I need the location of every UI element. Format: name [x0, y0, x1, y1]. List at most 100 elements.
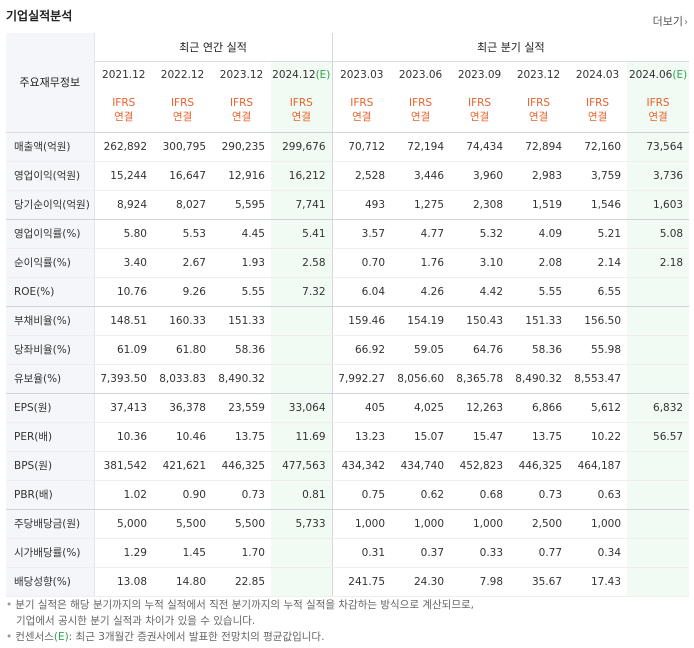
table-row: EPS(원) 37,413 36,378 23,559 33,064 405 4,025 12… [6, 393, 690, 423]
period-label: 2024.03 [575, 69, 620, 82]
table-cell [271, 335, 333, 365]
period-label: 2023.12 [219, 69, 264, 82]
table-cell: 8,033.83 [153, 364, 212, 394]
consolidated-label: 연결 [528, 111, 549, 124]
table-row: 영업이익(억원) 15,244 16,647 12,916 16,212 2,528 3,4… [6, 161, 690, 191]
table-cell: 66.92 [331, 335, 392, 365]
estimate-mark: (E) [672, 69, 688, 82]
table-cell: 4.77 [391, 219, 451, 249]
table-cell: 148.51 [94, 306, 153, 336]
table-cell: 73,564 [627, 132, 690, 162]
table-cell: 1.45 [153, 538, 212, 568]
table-cell: 2,983 [509, 161, 569, 191]
table-cell: 5,500 [212, 509, 271, 539]
ifrs-header: IFRS 연결 [627, 89, 690, 133]
row-label: PBR(배) [6, 480, 95, 510]
table-cell [627, 364, 690, 394]
table-cell: 262,892 [94, 132, 153, 162]
table-cell: 13.23 [331, 422, 392, 452]
period-header: 2023.06 [391, 61, 450, 89]
row-label: 주당배당금(원) [6, 509, 95, 539]
row-label: 배당성향(%) [6, 567, 95, 597]
table-cell: 15.47 [450, 422, 510, 452]
table-cell: 3.40 [94, 248, 153, 278]
table-cell: 8,553.47 [568, 364, 628, 394]
table-cell: 7,992.27 [331, 364, 392, 394]
period-label: 2023.09 [457, 69, 502, 82]
table-cell: 0.34 [568, 538, 628, 568]
section-title: 기업실적분석 [6, 9, 73, 23]
note-line-1: 분기 실적은 해당 분기까지의 누적 실적에서 직전 분기까지의 누적 실적을 … [15, 599, 474, 611]
row-label: 시가배당률(%) [6, 538, 95, 568]
table-cell: 1,546 [568, 190, 628, 220]
ifrs-label: IFRS [229, 97, 254, 110]
table-row: 순이익률(%) 3.40 2.67 1.93 2.58 0.70 1.76 3.10 2.08 2… [6, 248, 690, 278]
table-cell [627, 480, 690, 510]
table-cell: 0.81 [271, 480, 333, 510]
table-cell: 464,187 [568, 451, 628, 481]
table-cell: 290,235 [212, 132, 271, 162]
ifrs-label: IFRS [289, 97, 313, 110]
period-label: 2023.12 [516, 69, 561, 82]
table-cell: 23,559 [212, 393, 271, 423]
table-cell: 0.63 [568, 480, 628, 510]
table-cell: 1,000 [391, 509, 451, 539]
table-cell: 8,490.32 [212, 364, 271, 394]
table-cell: 12,916 [212, 161, 271, 191]
table-cell [271, 306, 333, 336]
ifrs-header: IFRS 연결 [271, 89, 333, 133]
table-body: 매출액(억원) 262,892 300,795 290,235 299,676 70,71… [6, 132, 690, 597]
table-cell: 72,194 [391, 132, 451, 162]
table-cell: 1.93 [212, 248, 271, 278]
table-cell: 1.29 [94, 538, 153, 568]
table-cell: 4.09 [509, 219, 569, 249]
table-cell: 4.26 [391, 277, 451, 307]
table-cell: 7.98 [450, 567, 510, 597]
table-cell: 10.46 [153, 422, 212, 452]
table-cell: 2,308 [450, 190, 510, 220]
ifrs-label: IFRS [585, 97, 610, 110]
table-cell: 9.26 [153, 277, 212, 307]
period-row: 2021.12 2022.12 2023.12 2024.12(E) 2023.03 20… [6, 61, 690, 89]
table-cell: 10.36 [94, 422, 153, 452]
table-cell: 4.42 [450, 277, 510, 307]
table-cell: 4,025 [391, 393, 451, 423]
table-cell: 35.67 [509, 567, 569, 597]
row-label: PER(배) [6, 422, 95, 452]
period-label: 2024.12 [272, 69, 316, 82]
period-header: 2021.12 [94, 61, 153, 89]
ifrs-label: IFRS [467, 97, 492, 110]
table-cell: 13.75 [509, 422, 569, 452]
table-cell: 150.43 [450, 306, 510, 336]
period-label: 2023.06 [398, 69, 443, 82]
table-cell: 3,446 [391, 161, 451, 191]
table-cell: 3,960 [450, 161, 510, 191]
table-cell: 1.02 [94, 480, 153, 510]
table-cell: 5,500 [153, 509, 212, 539]
more-label: 더보기 [652, 15, 683, 28]
table-cell [627, 538, 690, 568]
row-label: ROE(%) [6, 277, 95, 307]
table-cell: 64.76 [450, 335, 510, 365]
table-cell: 446,325 [509, 451, 569, 481]
consolidated-label: 연결 [291, 111, 311, 124]
row-label: EPS(원) [6, 393, 95, 423]
period-label: 2022.12 [160, 69, 205, 82]
more-link[interactable]: 더보기› [653, 13, 688, 29]
row-label: 당기순이익(억원) [6, 190, 95, 220]
table-cell: 59.05 [391, 335, 451, 365]
table-cell: 493 [331, 190, 392, 220]
table-cell: 3.57 [331, 219, 392, 249]
table-row: 부채비율(%) 148.51 160.33 151.33 159.46 154.19 150… [6, 306, 690, 336]
table-cell: 17.43 [568, 567, 628, 597]
row-label: 순이익률(%) [6, 248, 95, 278]
table-cell: 5.08 [627, 219, 690, 249]
consolidated-label: 연결 [410, 111, 431, 124]
ifrs-row: IFRS 연결 IFRS 연결 IFRS 연결 IFRS 연결 IFRS 연결 IFRS 연결 IFRS… [6, 89, 690, 133]
table-cell: 405 [331, 393, 392, 423]
table-cell: 10.22 [568, 422, 628, 452]
table-cell: 13.08 [94, 567, 153, 597]
table-cell: 1,275 [391, 190, 451, 220]
note-line-2: 기업에서 공시한 분기 실적과 차이가 있을 수 있습니다. [16, 615, 256, 627]
table-cell: 0.70 [331, 248, 392, 278]
